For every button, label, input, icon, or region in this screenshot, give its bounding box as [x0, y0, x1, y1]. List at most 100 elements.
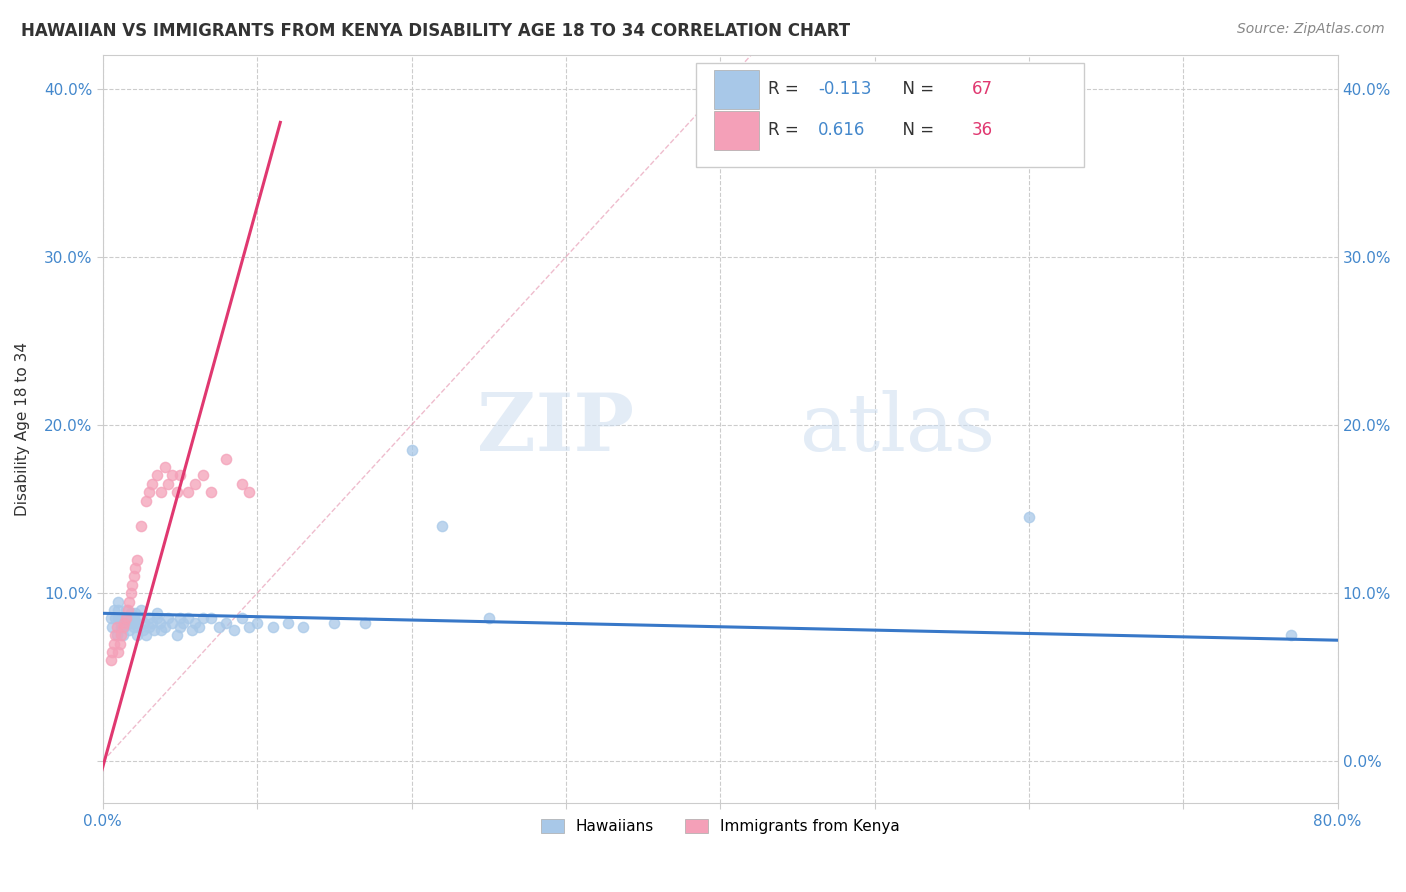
Point — [142, 623, 165, 637]
Point — [478, 611, 501, 625]
Text: -0.113: -0.113 — [818, 79, 872, 98]
Point — [100, 611, 122, 625]
Point — [131, 603, 153, 617]
Point — [176, 485, 198, 500]
Point — [215, 616, 238, 631]
Point — [184, 616, 207, 631]
Point — [169, 620, 191, 634]
Point — [101, 645, 124, 659]
Point — [135, 493, 157, 508]
FancyBboxPatch shape — [696, 62, 1084, 168]
Point — [120, 611, 142, 625]
Text: atlas: atlas — [800, 390, 995, 468]
Text: N =: N = — [891, 121, 939, 139]
Point — [117, 616, 139, 631]
Text: R =: R = — [769, 79, 804, 98]
FancyBboxPatch shape — [714, 70, 758, 109]
Point — [110, 611, 132, 625]
Text: ZIP: ZIP — [477, 390, 634, 468]
Point — [231, 611, 253, 625]
Point — [323, 616, 346, 631]
Point — [104, 611, 127, 625]
Point — [138, 611, 160, 625]
FancyBboxPatch shape — [714, 112, 758, 150]
Point — [105, 628, 128, 642]
Point — [125, 628, 148, 642]
Point — [111, 620, 134, 634]
Point — [401, 443, 423, 458]
Point — [181, 623, 204, 637]
Point — [169, 468, 191, 483]
Point — [1279, 628, 1302, 642]
Point — [184, 476, 207, 491]
Text: 67: 67 — [972, 79, 993, 98]
Point — [134, 616, 156, 631]
Point — [125, 616, 148, 631]
Point — [112, 616, 135, 631]
Point — [115, 611, 138, 625]
Point — [131, 611, 153, 625]
Point — [107, 611, 129, 625]
Point — [354, 616, 377, 631]
Text: Source: ZipAtlas.com: Source: ZipAtlas.com — [1237, 22, 1385, 37]
Point — [191, 611, 214, 625]
Point — [169, 611, 191, 625]
Point — [146, 611, 169, 625]
Point — [121, 616, 143, 631]
Point — [207, 620, 229, 634]
Point — [115, 611, 138, 625]
Point — [122, 620, 145, 634]
Point — [146, 468, 169, 483]
Point — [138, 620, 160, 634]
Point — [150, 485, 173, 500]
Legend: Hawaiians, Immigrants from Kenya: Hawaiians, Immigrants from Kenya — [534, 814, 905, 840]
Point — [146, 607, 169, 621]
Point — [107, 645, 129, 659]
Point — [122, 611, 145, 625]
Point — [125, 552, 148, 566]
Point — [166, 485, 188, 500]
Point — [172, 616, 194, 631]
Point — [111, 628, 134, 642]
Point — [104, 628, 127, 642]
Point — [115, 603, 138, 617]
Point — [262, 620, 284, 634]
Point — [246, 616, 269, 631]
Point — [135, 628, 157, 642]
Point — [131, 519, 153, 533]
Point — [156, 611, 179, 625]
Point — [432, 519, 454, 533]
Point — [222, 623, 245, 637]
Point — [156, 476, 179, 491]
Point — [141, 616, 163, 631]
Point — [238, 620, 260, 634]
Point — [150, 623, 173, 637]
Text: N =: N = — [891, 79, 939, 98]
Point — [153, 460, 176, 475]
Point — [138, 485, 160, 500]
Point — [277, 616, 299, 631]
Point — [120, 586, 142, 600]
Point — [127, 620, 149, 634]
Point — [166, 628, 188, 642]
Point — [132, 623, 155, 637]
Point — [121, 578, 143, 592]
Text: 0.616: 0.616 — [818, 121, 865, 139]
Text: HAWAIIAN VS IMMIGRANTS FROM KENYA DISABILITY AGE 18 TO 34 CORRELATION CHART: HAWAIIAN VS IMMIGRANTS FROM KENYA DISABI… — [21, 22, 851, 40]
Point — [153, 620, 176, 634]
Point — [108, 636, 131, 650]
Point — [118, 623, 141, 637]
Point — [124, 561, 146, 575]
Point — [103, 636, 125, 650]
Point — [110, 620, 132, 634]
Point — [200, 611, 222, 625]
Point — [118, 594, 141, 608]
Point — [231, 476, 253, 491]
Point — [1018, 510, 1040, 524]
Point — [117, 603, 139, 617]
Point — [124, 607, 146, 621]
Point — [103, 603, 125, 617]
Point — [238, 485, 260, 500]
Point — [110, 628, 132, 642]
Point — [101, 620, 124, 634]
